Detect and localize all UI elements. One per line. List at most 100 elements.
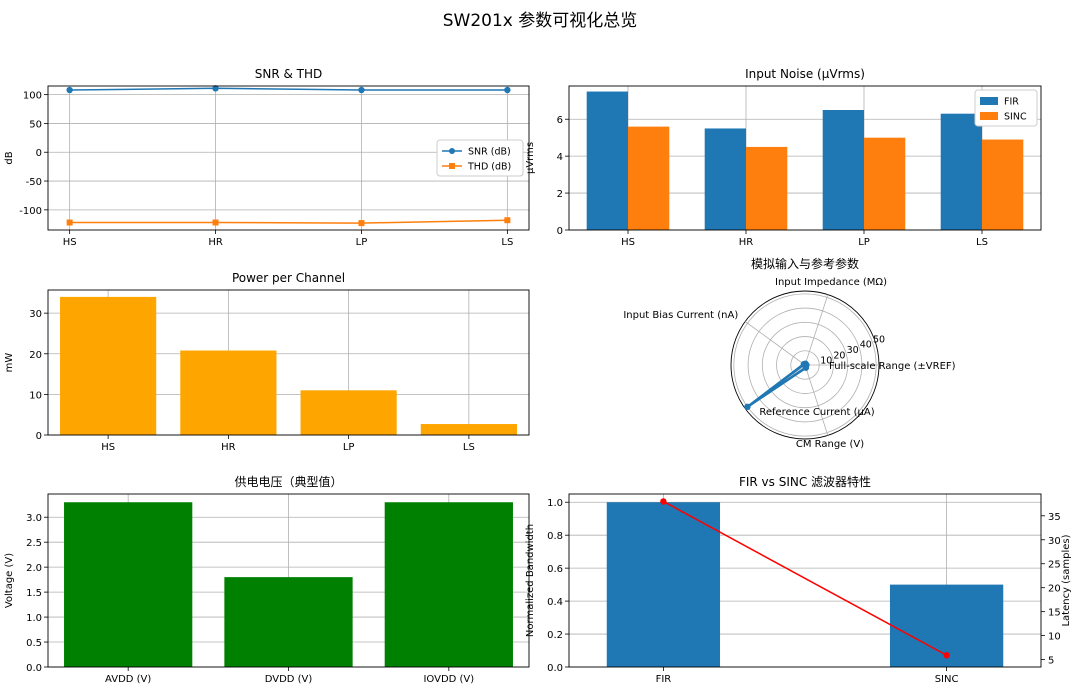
spoke xyxy=(804,294,829,366)
x-tick-label: AVDD (V) xyxy=(105,674,151,685)
y2-tick-label: 10 xyxy=(1048,632,1061,643)
r-tick-label: 40 xyxy=(860,340,872,351)
y2-tick-label: 15 xyxy=(1048,608,1061,619)
bar xyxy=(300,390,397,435)
y2-tick-label: 5 xyxy=(1048,656,1054,667)
y-axis-label: dB xyxy=(4,151,15,164)
r-tick-label: 50 xyxy=(873,334,885,345)
radar-axis-label: Full-scale Range (±VREF) xyxy=(829,361,956,372)
y2-axis-label: Latency (samples) xyxy=(1061,534,1072,626)
x-tick-label: HR xyxy=(208,237,223,248)
y-tick-label: 0.4 xyxy=(547,597,563,608)
bar xyxy=(864,137,906,230)
y-tick-label: 1.0 xyxy=(547,498,563,509)
y-tick-label: 0.0 xyxy=(547,663,563,674)
y2-tick-label: 25 xyxy=(1048,560,1061,571)
y-tick-label: 2 xyxy=(557,189,563,200)
data-point xyxy=(802,364,810,371)
y-tick-label: 0.5 xyxy=(26,638,42,649)
chart-title: Power per Channel xyxy=(232,271,345,285)
data-point xyxy=(744,403,751,411)
y-tick-label: 30 xyxy=(29,309,42,320)
x-tick-label: DVDD (V) xyxy=(265,674,313,685)
x-tick-label: LP xyxy=(343,442,355,453)
y-tick-label: 2.0 xyxy=(26,563,42,574)
x-tick-label: HS xyxy=(63,237,77,248)
y2-tick-label: 35 xyxy=(1048,512,1061,523)
radar-axis-label: Reference Current (µA) xyxy=(759,407,874,418)
legend-entry: THD (dB) xyxy=(467,162,511,173)
chart-title: FIR vs SINC 滤波器特性 xyxy=(739,474,871,489)
y-tick-label: 0.6 xyxy=(547,564,563,575)
x-tick-label: LS xyxy=(501,237,513,248)
snr-thd-chart: 100 50 0 -50 -100 dB HS HR LP LS SNR & THD SNR (dB)… xyxy=(4,67,530,248)
bar xyxy=(60,296,157,435)
supply-chart: 0.0 0.5 1.0 1.5 2.0 2.5 3.0 Voltage (V) AVDD (V)… xyxy=(4,474,530,685)
x-tick-label: LS xyxy=(463,442,475,453)
y-tick-label: 20 xyxy=(29,350,42,361)
x-tick-label: HS xyxy=(621,237,635,248)
data-point xyxy=(212,85,219,92)
r-tick-label: 10 xyxy=(820,356,832,367)
bar xyxy=(982,139,1024,230)
x-tick-label: HR xyxy=(221,442,236,453)
x-tick-label: LP xyxy=(356,237,368,248)
x-tick-label: FIR xyxy=(656,674,672,685)
bar xyxy=(822,110,864,230)
data-point xyxy=(943,652,950,659)
y-tick-label: -50 xyxy=(26,177,42,188)
bar xyxy=(64,502,193,667)
fir-sinc-chart: 0.0 0.2 0.4 0.6 0.8 1.0 Normalized Bandwidth FI… xyxy=(525,474,1072,685)
y-tick-label: 3.0 xyxy=(26,513,42,524)
figure-title: SW201x 参数可视化总览 xyxy=(442,11,638,31)
bar xyxy=(606,502,721,667)
data-point xyxy=(358,220,365,227)
chart-title: 模拟输入与参考参数 xyxy=(751,256,859,271)
radar-axis-label: Input Bias Current (nA) xyxy=(623,310,738,321)
legend-entry: FIR xyxy=(1004,97,1019,108)
y-tick-label: 1.0 xyxy=(26,613,42,624)
x-tick-label: SINC xyxy=(935,674,959,685)
data-point xyxy=(504,86,511,94)
y-tick-label: 2.5 xyxy=(26,538,42,549)
bar xyxy=(746,146,788,230)
chart-title: SNR & THD xyxy=(255,67,323,81)
bar xyxy=(224,577,353,667)
data-point xyxy=(212,219,219,226)
chart-title: 供电电压（典型值） xyxy=(234,474,342,489)
y-tick-label: 100 xyxy=(23,91,42,102)
radar-axis-label: CM Range (V) xyxy=(796,439,864,450)
bar xyxy=(384,502,513,667)
radar-axis-label: Input Impedance (MΩ) xyxy=(775,277,887,288)
bar xyxy=(420,424,517,435)
y-tick-label: 0 xyxy=(36,148,42,159)
y-axis-label: Voltage (V) xyxy=(4,553,15,608)
y-tick-label: 1.5 xyxy=(26,588,42,599)
y-tick-label: -100 xyxy=(19,206,42,217)
r-tick-label: 20 xyxy=(833,350,845,361)
y-tick-label: 0.8 xyxy=(547,531,563,542)
bar xyxy=(628,126,670,230)
y-tick-label: 6 xyxy=(557,115,563,126)
y-tick-label: 0 xyxy=(36,431,42,442)
spoke xyxy=(744,321,806,366)
data-point xyxy=(66,86,73,94)
y-tick-label: 10 xyxy=(29,390,42,401)
data-point xyxy=(66,219,73,226)
y-axis-label: mW xyxy=(4,353,15,373)
series-line xyxy=(69,87,508,91)
y-axis-label: µVrms xyxy=(525,142,536,174)
x-tick-label: IOVDD (V) xyxy=(423,674,474,685)
input-noise-chart: 0 2 4 6 µVrms HS HR LP LS Input Noise (µVrms) FIR S… xyxy=(525,67,1042,248)
y-tick-label: 0.0 xyxy=(26,663,42,674)
legend: FIR SINC xyxy=(974,89,1038,127)
legend: SNR (dB) THD (dB) xyxy=(436,139,524,177)
x-tick-label: HR xyxy=(739,237,754,248)
y-tick-label: 4 xyxy=(557,152,563,163)
x-tick-label: HS xyxy=(101,442,115,453)
y-axis-label: Normalized Bandwidth xyxy=(525,524,536,637)
analog-radar-chart: 10 20 30 40 50 Full-scale Range (±VREF) Input … xyxy=(623,256,955,450)
y-tick-label: 0 xyxy=(557,226,563,237)
bar xyxy=(586,91,628,231)
